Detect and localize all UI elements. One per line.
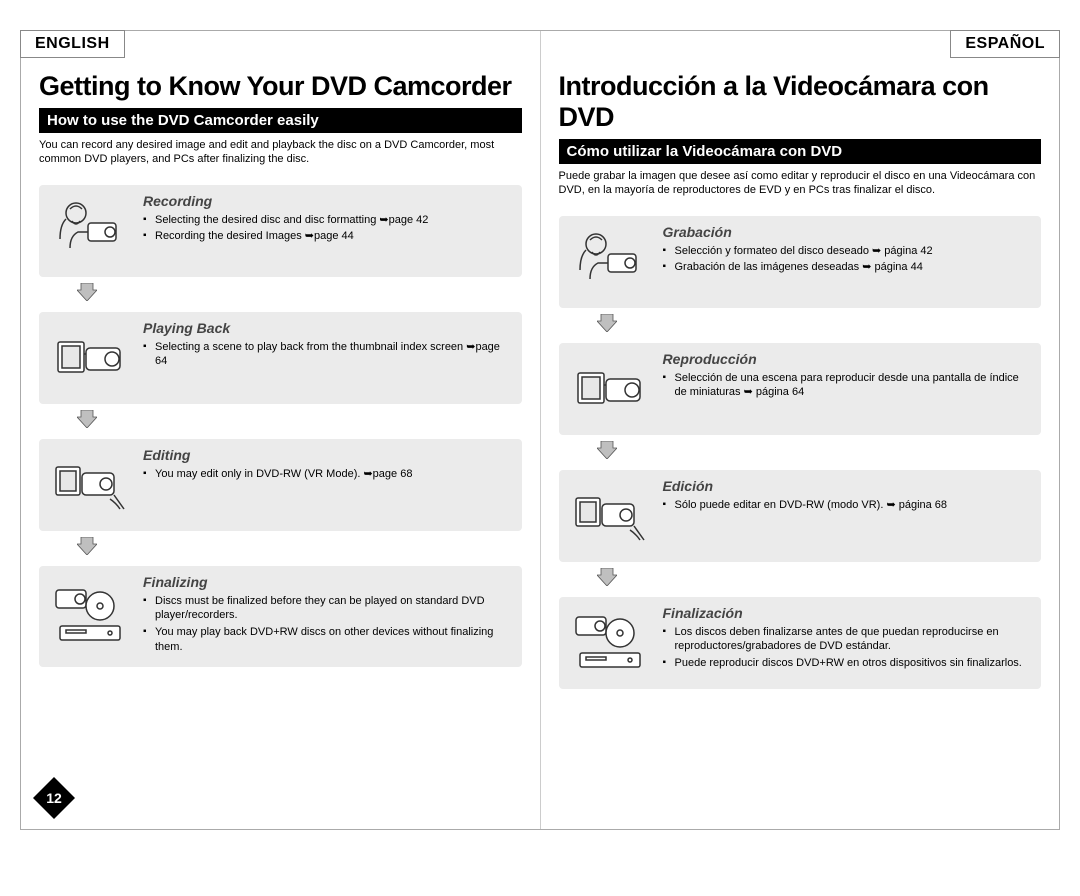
- right-column: ESPAÑOL Introducción a la Videocámara co…: [541, 31, 1060, 829]
- right-title: Introducción a la Videocámara con DVD: [559, 71, 1042, 133]
- step-list: Selección de una escena para reproducir …: [663, 371, 1032, 401]
- step-title: Reproducción: [663, 351, 1032, 367]
- right-intro: Puede grabar la imagen que desee así com…: [559, 170, 1042, 198]
- step-illustration-icon: [45, 320, 135, 394]
- step-list: Discs must be finalized before they can …: [143, 594, 512, 655]
- right-steps: Grabación Selección y formateo del disco …: [559, 216, 1042, 689]
- step-block: Recording Selecting the desired disc and …: [39, 185, 522, 277]
- down-arrow-icon: [39, 537, 522, 560]
- step-list: Sólo puede editar en DVD-RW (modo VR). ➥…: [663, 498, 1032, 513]
- step-list-item: Selección y formateo del disco deseado ➥…: [663, 244, 1032, 259]
- lang-tab-english: ENGLISH: [20, 30, 125, 58]
- step-list-item: Recording the desired Images ➥page 44: [143, 229, 512, 244]
- step-illustration-icon: [565, 605, 655, 679]
- down-arrow-icon: [39, 283, 522, 306]
- step-list-item: Grabación de las imágenes deseadas ➥ pág…: [663, 260, 1032, 275]
- page-number-diamond: 12: [33, 777, 75, 819]
- step-list-item: Puede reproducir discos DVD+RW en otros …: [663, 656, 1032, 671]
- step-list: Selecting the desired disc and disc form…: [143, 213, 512, 245]
- step-block: Grabación Selección y formateo del disco …: [559, 216, 1042, 308]
- left-intro: You can record any desired image and edi…: [39, 139, 522, 167]
- step-block: Editing You may edit only in DVD-RW (VR M…: [39, 439, 522, 531]
- step-block: Reproducción Selección de una escena para…: [559, 343, 1042, 435]
- step-list: Selección y formateo del disco deseado ➥…: [663, 244, 1032, 276]
- step-list-item: Selecting the desired disc and disc form…: [143, 213, 512, 228]
- step-list-item: Selecting a scene to play back from the …: [143, 340, 512, 370]
- step-list-item: Sólo puede editar en DVD-RW (modo VR). ➥…: [663, 498, 1032, 513]
- step-list-item: You may play back DVD+RW discs on other …: [143, 625, 512, 655]
- step-list-item: Los discos deben finalizarse antes de qu…: [663, 625, 1032, 655]
- right-section-bar: Cómo utilizar la Videocámara con DVD: [559, 139, 1042, 164]
- step-illustration-icon: [565, 351, 655, 425]
- left-section-bar: How to use the DVD Camcorder easily: [39, 108, 522, 133]
- step-title: Playing Back: [143, 320, 512, 336]
- step-title: Finalización: [663, 605, 1032, 621]
- step-block: Finalización Los discos deben finalizarse…: [559, 597, 1042, 689]
- step-list-item: You may edit only in DVD-RW (VR Mode). ➥…: [143, 467, 512, 482]
- step-illustration-icon: [565, 224, 655, 298]
- step-list: Selecting a scene to play back from the …: [143, 340, 512, 370]
- step-illustration-icon: [45, 447, 135, 521]
- manual-page: ENGLISH Getting to Know Your DVD Camcord…: [20, 30, 1060, 830]
- step-title: Editing: [143, 447, 512, 463]
- left-column: ENGLISH Getting to Know Your DVD Camcord…: [21, 31, 540, 829]
- step-list-item: Selección de una escena para reproducir …: [663, 371, 1032, 401]
- down-arrow-icon: [559, 441, 1042, 464]
- down-arrow-icon: [559, 314, 1042, 337]
- step-title: Finalizing: [143, 574, 512, 590]
- step-block: Finalizing Discs must be finalized before…: [39, 566, 522, 667]
- step-list-item: Discs must be finalized before they can …: [143, 594, 512, 624]
- step-title: Grabación: [663, 224, 1032, 240]
- down-arrow-icon: [559, 568, 1042, 591]
- step-list: You may edit only in DVD-RW (VR Mode). ➥…: [143, 467, 512, 482]
- step-block: Playing Back Selecting a scene to play ba…: [39, 312, 522, 404]
- down-arrow-icon: [39, 410, 522, 433]
- step-title: Edición: [663, 478, 1032, 494]
- lang-tab-espanol: ESPAÑOL: [950, 30, 1060, 58]
- step-illustration-icon: [45, 193, 135, 267]
- step-title: Recording: [143, 193, 512, 209]
- left-title: Getting to Know Your DVD Camcorder: [39, 71, 522, 102]
- left-steps: Recording Selecting the desired disc and …: [39, 185, 522, 667]
- step-block: Edición Sólo puede editar en DVD-RW (modo…: [559, 470, 1042, 562]
- step-illustration-icon: [45, 574, 135, 657]
- step-illustration-icon: [565, 478, 655, 552]
- step-list: Los discos deben finalizarse antes de qu…: [663, 625, 1032, 672]
